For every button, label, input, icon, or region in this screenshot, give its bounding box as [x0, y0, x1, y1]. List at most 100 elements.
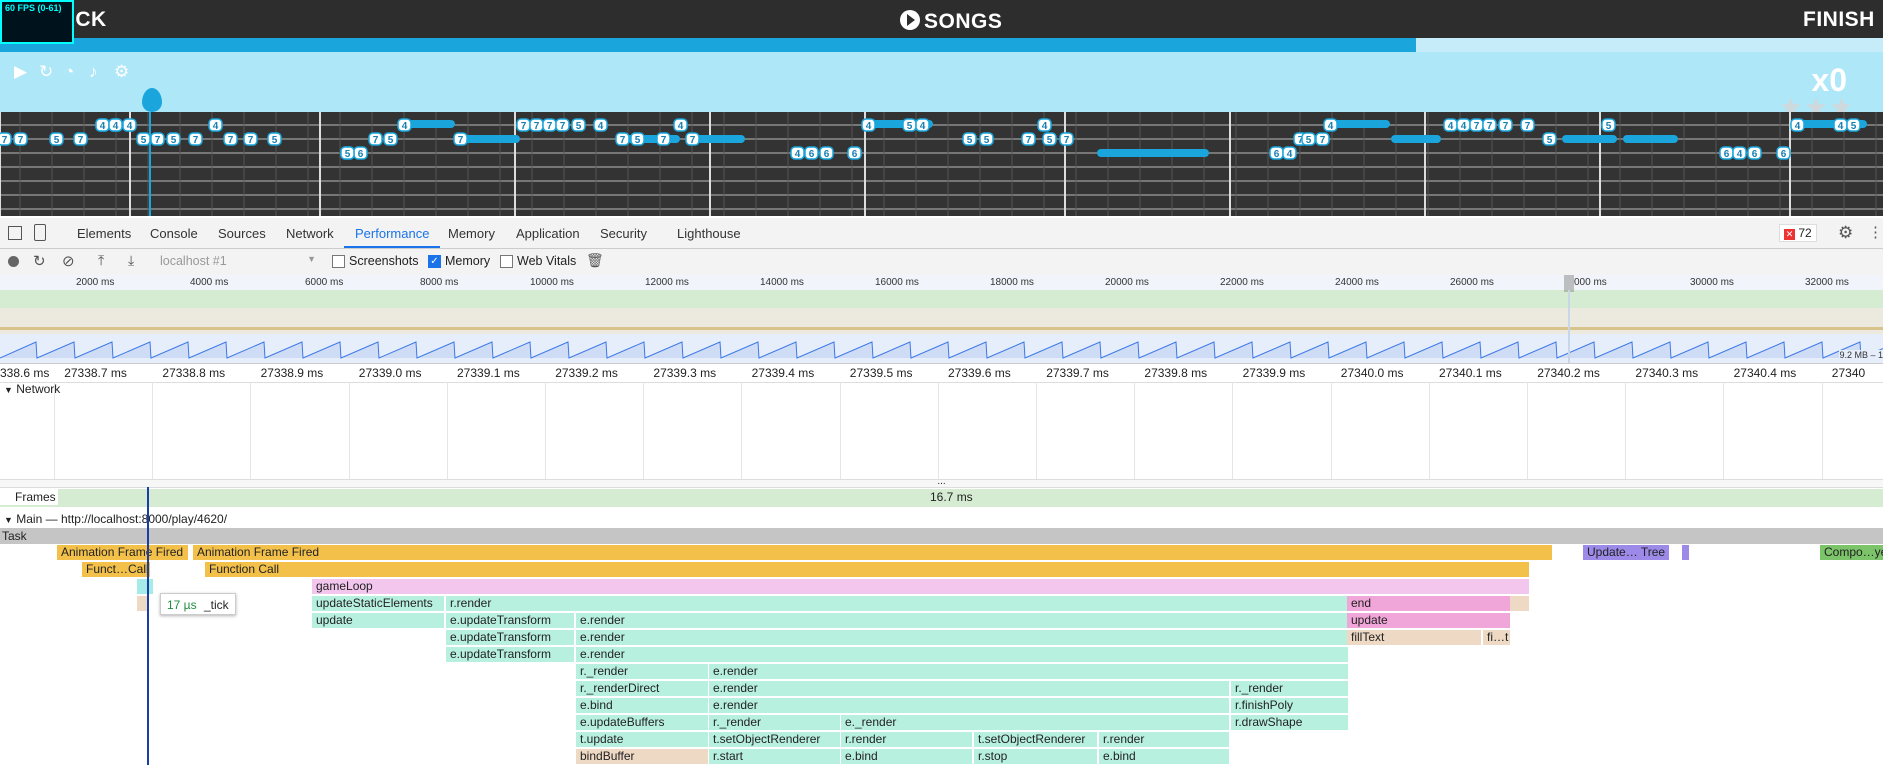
guitar-icon[interactable]: ♪ [89, 62, 98, 81]
event-e-update-buffers[interactable]: e.updateBuffers [576, 715, 708, 730]
event-gameloop[interactable]: gameLoop [312, 579, 1529, 594]
tab-application[interactable]: Application [516, 226, 580, 241]
event-update-layer-tree[interactable]: Update… Tree [1583, 545, 1669, 560]
event-fill-text-short[interactable]: fi…t [1483, 630, 1510, 645]
overview-memory-band[interactable]: 9.2 MB – 1 [0, 334, 1883, 363]
tab-memory[interactable]: Memory [448, 226, 495, 241]
event-r-private-render[interactable]: r._render [576, 664, 708, 679]
event-e-bind[interactable]: e.bind [1099, 749, 1229, 764]
overview-fps-band[interactable] [0, 290, 1883, 308]
main-thread-label[interactable]: ▼ Main — http://localhost:8000/play/4620… [4, 512, 227, 526]
screenshots-checkbox[interactable] [332, 255, 345, 268]
memory-checkbox[interactable]: ✓ [428, 255, 441, 268]
event-e-render[interactable]: e.render [576, 630, 1348, 645]
download-profile-icon[interactable]: ⤓ [128, 252, 135, 268]
note-fret-number: 5 [1306, 135, 1312, 146]
tab-sources[interactable]: Sources [218, 226, 266, 241]
event-e-render[interactable]: e.render [576, 613, 1348, 628]
event-end[interactable]: end [1347, 596, 1510, 611]
tab-network[interactable]: Network [286, 226, 334, 241]
note-fret-number: 4 [920, 121, 926, 132]
event-fill-text[interactable]: fillText [1347, 630, 1481, 645]
event-r-render[interactable]: r.render [1099, 732, 1229, 747]
device-toolbar-icon[interactable] [34, 224, 46, 241]
detail-tick-label: 27339.6 ms [948, 366, 1011, 380]
clear-icon[interactable]: ⊘ [62, 253, 75, 270]
target-select[interactable]: localhost #1 ▼ [160, 254, 316, 268]
event-small-teal[interactable] [137, 579, 153, 594]
detail-tick-label: 27339.0 ms [358, 366, 422, 380]
note-fret-number: 7 [547, 121, 553, 132]
tab-elements[interactable]: Elements [77, 226, 132, 241]
event-r-private-render[interactable]: r._render [1231, 681, 1348, 696]
note-gem [223, 132, 238, 146]
restart-icon[interactable]: ↻ [39, 62, 54, 81]
event-update-static-elements[interactable]: updateStaticElements [312, 596, 444, 611]
error-badge[interactable]: ✕ 72 [1779, 224, 1817, 242]
track-resizer[interactable]: ... [0, 477, 1883, 488]
trash-icon[interactable]: 🗑 [586, 252, 604, 268]
settings-gear-icon[interactable]: ⚙ [1838, 223, 1854, 242]
note-fret-number: 4 [1042, 121, 1048, 132]
event-e-bind[interactable]: e.bind [576, 698, 708, 713]
tab-security[interactable]: Security [600, 226, 647, 241]
grid-line [545, 382, 546, 479]
event-tan-small[interactable] [1510, 596, 1529, 611]
event-e-private-render[interactable]: e._render [841, 715, 1229, 730]
inspect-element-icon[interactable] [8, 226, 22, 240]
event-e-render[interactable]: e.render [709, 698, 1229, 713]
detail-tick-label: 27339.8 ms [1144, 366, 1208, 380]
overview-selection-handle[interactable] [1564, 275, 1574, 292]
songs-title[interactable]: SONGS [900, 8, 1002, 34]
event-r-draw-shape[interactable]: r.drawShape [1231, 715, 1348, 730]
event-e-update-transform[interactable]: e.updateTransform [446, 647, 574, 662]
event-t-set-object-renderer[interactable]: t.setObjectRenderer [974, 732, 1097, 747]
event-animation-frame-fired[interactable]: Animation Frame Fired [193, 545, 1552, 560]
event-update[interactable]: update [312, 613, 444, 628]
tab-performance[interactable]: Performance [355, 226, 430, 241]
event-composite-layers[interactable]: Compo…yers [1820, 545, 1883, 560]
event-r-private-render[interactable]: r._render [709, 715, 840, 730]
event-t-set-object-renderer[interactable]: t.setObjectRenderer [709, 732, 840, 747]
overview-cpu-band[interactable] [0, 308, 1883, 334]
record-icon[interactable] [8, 256, 19, 267]
frames-track[interactable]: Frames 16.7 ms [0, 489, 1883, 507]
sustain-bar [460, 135, 520, 143]
event-purple-small[interactable] [1682, 545, 1689, 560]
event-r-render[interactable]: r.render [446, 596, 1348, 611]
upload-profile-icon[interactable]: ⤒ [98, 252, 105, 268]
task-row[interactable]: Task [0, 528, 1883, 544]
note-gem [453, 132, 468, 146]
note-fret-number: 7 [2, 135, 8, 146]
event-t-update[interactable]: t.update [576, 732, 708, 747]
more-menu-icon[interactable]: ⋮ [1868, 224, 1883, 241]
tab-lighthouse[interactable]: Lighthouse [677, 226, 741, 241]
event-e-update-transform[interactable]: e.updateTransform [446, 613, 574, 628]
event-bind-buffer[interactable]: bindBuffer [576, 749, 708, 764]
event-e-render[interactable]: e.render [709, 681, 1229, 696]
speed-icon[interactable]: ◔ [64, 62, 75, 81]
network-track-label[interactable]: ▼ Network [4, 382, 60, 396]
finish-button[interactable]: FINISH [1803, 8, 1875, 31]
event-e-render[interactable]: e.render [709, 664, 1348, 679]
reload-record-icon[interactable]: ↻ [33, 253, 46, 270]
web-vitals-checkbox[interactable] [500, 255, 513, 268]
play-icon[interactable]: ▶ [14, 62, 28, 81]
event-animation-frame-fired[interactable]: Animation Frame Fired [57, 545, 188, 560]
overview-tick-label: 26000 ms [1450, 277, 1494, 288]
note-gem [861, 118, 876, 132]
event-function-call[interactable]: Function Call [205, 562, 1529, 577]
event-r-render-direct[interactable]: r._renderDirect [576, 681, 708, 696]
event-r-start[interactable]: r.start [709, 749, 840, 764]
event-r-stop[interactable]: r.stop [974, 749, 1097, 764]
event-r-render[interactable]: r.render [841, 732, 972, 747]
event-function-call[interactable]: Funct…Call [82, 562, 150, 577]
event-e-update-transform[interactable]: e.updateTransform [446, 630, 574, 645]
event-e-bind[interactable]: e.bind [841, 749, 972, 764]
event-e-render[interactable]: e.render [576, 647, 1348, 662]
tab-console[interactable]: Console [150, 226, 198, 241]
overview-tick-label: 18000 ms [990, 277, 1034, 288]
gear-icon[interactable]: ⚙ [114, 62, 130, 81]
event-update[interactable]: update [1347, 613, 1510, 628]
event-r-finish-poly[interactable]: r.finishPoly [1231, 698, 1348, 713]
